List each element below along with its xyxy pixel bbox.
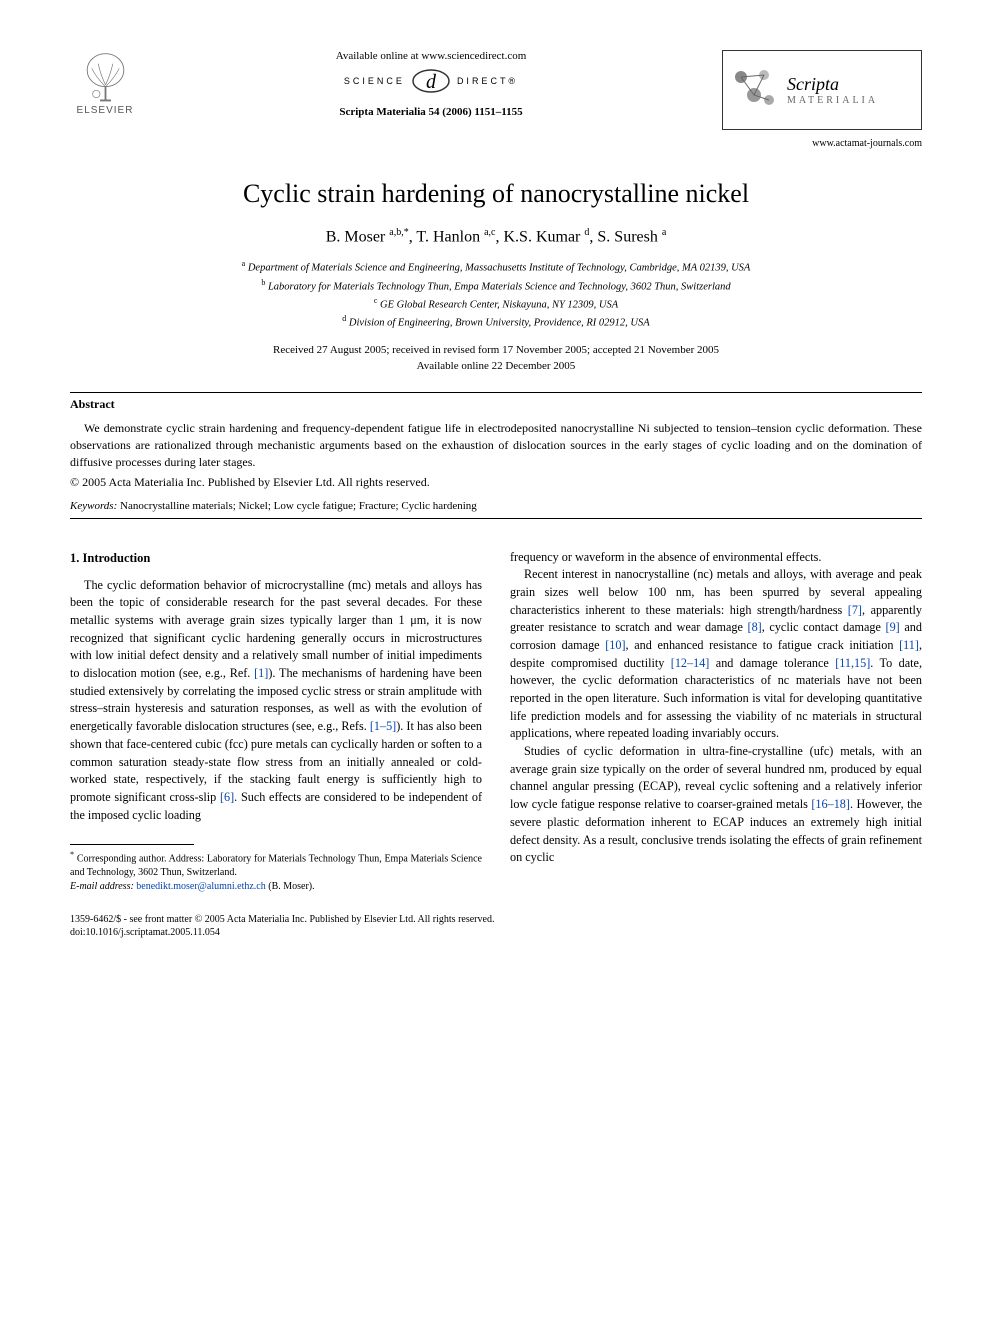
keywords-line: Keywords: Nanocrystalline materials; Nic… [70, 500, 922, 512]
ref-link-11-15[interactable]: [11,15] [835, 656, 870, 670]
ref-link-12-14[interactable]: [12–14] [671, 656, 710, 670]
affiliation-c: c GE Global Research Center, Niskayuna, … [70, 295, 922, 313]
article-dates: Received 27 August 2005; received in rev… [70, 343, 922, 374]
ref-link-8[interactable]: [8] [748, 620, 762, 634]
intro-paragraph-3: Studies of cyclic deformation in ultra-f… [510, 743, 922, 867]
journal-logo-box: Scripta MATERIALIA [722, 50, 922, 130]
ref-link-10[interactable]: [10] [605, 638, 625, 652]
ref-link-6[interactable]: [6] [220, 790, 234, 804]
footnote-separator [70, 844, 194, 845]
ref-link-16-18[interactable]: [16–18] [811, 797, 850, 811]
dates-line1: Received 27 August 2005; received in rev… [70, 343, 922, 358]
body-columns: 1. Introduction The cyclic deformation b… [70, 549, 922, 894]
intro-paragraph-1: The cyclic deformation behavior of micro… [70, 577, 482, 825]
section-1-heading: 1. Introduction [70, 549, 482, 567]
scripta-subtitle: MATERIALIA [787, 95, 878, 106]
intro-paragraph-2: Recent interest in nanocrystalline (nc) … [510, 566, 922, 743]
header-row: ELSEVIER Available online at www.science… [70, 50, 922, 130]
affiliations: a Department of Materials Science and En… [70, 258, 922, 331]
header-center: Available online at www.sciencedirect.co… [140, 50, 722, 118]
affiliation-d: d Division of Engineering, Brown Univers… [70, 313, 922, 331]
email-link[interactable]: benedikt.moser@alumni.ethz.ch [136, 881, 265, 892]
elsevier-label: ELSEVIER [77, 105, 134, 116]
affiliation-b: b Laboratory for Materials Technology Th… [70, 277, 922, 295]
keywords-values: Nanocrystalline materials; Nickel; Low c… [120, 500, 477, 512]
email-suffix: (B. Moser). [268, 881, 314, 892]
journal-url: www.actamat-journals.com [70, 138, 922, 149]
abstract-copyright: © 2005 Acta Materialia Inc. Published by… [70, 475, 922, 490]
ref-link-9[interactable]: [9] [886, 620, 900, 634]
scripta-name: Scripta [787, 74, 878, 95]
rule-above-abstract [70, 392, 922, 393]
intro-continuation: frequency or waveform in the absence of … [510, 549, 922, 567]
corresponding-author-footnote: * Corresponding author. Address: Laborat… [70, 849, 482, 893]
article-title: Cyclic strain hardening of nanocrystalli… [70, 179, 922, 209]
journal-reference: Scripta Materialia 54 (2006) 1151–1155 [140, 106, 722, 118]
ref-link-1-5[interactable]: [1–5] [370, 719, 396, 733]
column-left: 1. Introduction The cyclic deformation b… [70, 549, 482, 894]
elsevier-tree-icon [78, 50, 133, 105]
dates-line2: Available online 22 December 2005 [70, 359, 922, 374]
ref-link-7[interactable]: [7] [848, 603, 862, 617]
svg-text:d: d [426, 71, 437, 93]
science-direct-logo: SCIENCE d DIRECT® [140, 68, 722, 94]
abstract-text: We demonstrate cyclic strain hardening a… [70, 420, 922, 470]
email-label: E-mail address: [70, 881, 134, 892]
elsevier-logo: ELSEVIER [70, 50, 140, 130]
rule-below-abstract [70, 518, 922, 519]
keywords-label: Keywords: [70, 500, 117, 512]
ref-link-1[interactable]: [1] [254, 666, 268, 680]
affiliation-a: a Department of Materials Science and En… [70, 258, 922, 276]
footer-block: 1359-6462/$ - see front matter © 2005 Ac… [70, 913, 922, 939]
scripta-title-block: Scripta MATERIALIA [787, 74, 878, 106]
available-online-text: Available online at www.sciencedirect.co… [140, 50, 722, 62]
authors-line: B. Moser a,b,*, T. Hanlon a,c, K.S. Kuma… [70, 227, 922, 246]
abstract-heading: Abstract [70, 397, 922, 412]
science-label-right: DIRECT® [457, 76, 518, 86]
science-label-left: SCIENCE [344, 76, 405, 86]
footer-line1: 1359-6462/$ - see front matter © 2005 Ac… [70, 913, 922, 926]
scripta-molecule-icon [729, 65, 779, 115]
ref-link-11[interactable]: [11] [899, 638, 919, 652]
column-right: frequency or waveform in the absence of … [510, 549, 922, 894]
footer-line2: doi:10.1016/j.scriptamat.2005.11.054 [70, 926, 922, 939]
science-direct-at-icon: d [411, 68, 451, 94]
